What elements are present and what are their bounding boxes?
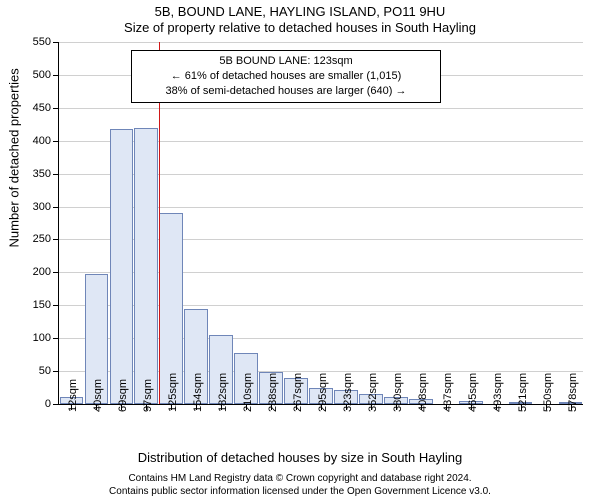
y-tick-label: 300 xyxy=(33,201,51,213)
x-tick-label: 154sqm xyxy=(192,373,204,412)
x-tick-label: 578sqm xyxy=(567,373,579,412)
x-tick-label: 521sqm xyxy=(517,373,529,412)
y-tick-label: 400 xyxy=(33,135,51,147)
x-tick-label: 12sqm xyxy=(67,379,79,412)
title-line-2: Size of property relative to detached ho… xyxy=(0,20,600,36)
bar xyxy=(134,128,158,404)
bar xyxy=(110,129,134,404)
x-tick-label: 125sqm xyxy=(167,373,179,412)
x-tick-label: 40sqm xyxy=(92,379,104,412)
chart-title: 5B, BOUND LANE, HAYLING ISLAND, PO11 9HU… xyxy=(0,4,600,37)
bar-slot: 578sqm xyxy=(558,42,583,404)
x-tick-label: 267sqm xyxy=(292,373,304,412)
x-tick-label: 352sqm xyxy=(367,373,379,412)
bar-slot: 12sqm xyxy=(59,42,84,404)
y-tick-label: 550 xyxy=(33,36,51,48)
y-tick-label: 50 xyxy=(39,365,51,377)
bar-slot: 550sqm xyxy=(533,42,558,404)
x-tick-label: 238sqm xyxy=(267,373,279,412)
x-tick-label: 97sqm xyxy=(142,379,154,412)
bar-slot: 40sqm xyxy=(84,42,109,404)
x-tick-label: 295sqm xyxy=(317,373,329,412)
chart-container: 5B, BOUND LANE, HAYLING ISLAND, PO11 9HU… xyxy=(0,0,600,500)
x-tick-label: 493sqm xyxy=(492,373,504,412)
x-tick-label: 210sqm xyxy=(242,373,254,412)
x-tick-label: 380sqm xyxy=(392,373,404,412)
x-tick-label: 182sqm xyxy=(217,373,229,412)
footer-line-1: Contains HM Land Registry data © Crown c… xyxy=(0,472,600,485)
x-tick-label: 323sqm xyxy=(342,373,354,412)
bar-slot: 493sqm xyxy=(483,42,508,404)
title-line-1: 5B, BOUND LANE, HAYLING ISLAND, PO11 9HU xyxy=(0,4,600,20)
y-tick-label: 500 xyxy=(33,69,51,81)
plot-area: 12sqm40sqm69sqm97sqm125sqm154sqm182sqm21… xyxy=(58,42,583,405)
bar-slot: 465sqm xyxy=(458,42,483,404)
x-tick-label: 69sqm xyxy=(117,379,129,412)
y-tick xyxy=(53,404,59,405)
y-tick-label: 150 xyxy=(33,299,51,311)
callout-line: 5B BOUND LANE: 123sqm xyxy=(140,54,432,69)
footer-line-2: Contains public sector information licen… xyxy=(0,485,600,498)
x-tick-label: 550sqm xyxy=(542,373,554,412)
y-tick-label: 100 xyxy=(33,332,51,344)
y-tick-label: 350 xyxy=(33,168,51,180)
x-tick-label: 465sqm xyxy=(467,373,479,412)
y-tick-label: 450 xyxy=(33,102,51,114)
x-tick-label: 437sqm xyxy=(442,373,454,412)
x-axis-label: Distribution of detached houses by size … xyxy=(0,450,600,465)
attribution-footer: Contains HM Land Registry data © Crown c… xyxy=(0,472,600,498)
callout-box: 5B BOUND LANE: 123sqm← 61% of detached h… xyxy=(131,50,441,103)
y-tick-label: 200 xyxy=(33,266,51,278)
bar-slot: 521sqm xyxy=(508,42,533,404)
y-tick-label: 250 xyxy=(33,233,51,245)
callout-line: ← 61% of detached houses are smaller (1,… xyxy=(140,69,432,84)
x-tick-label: 408sqm xyxy=(417,373,429,412)
callout-line: 38% of semi-detached houses are larger (… xyxy=(140,84,432,99)
y-tick-label: 0 xyxy=(45,398,51,410)
